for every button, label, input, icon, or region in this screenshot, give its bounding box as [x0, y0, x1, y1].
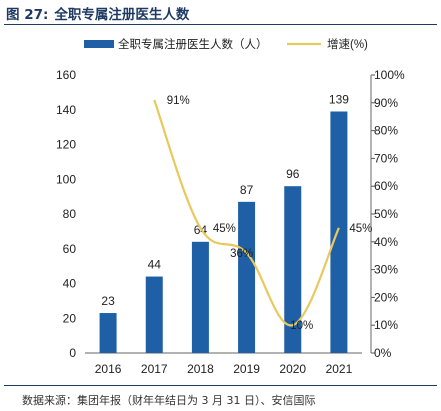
bar-data-label: 96: [286, 167, 300, 181]
legend-bar-swatch: [84, 40, 114, 48]
bar-data-label: 139: [329, 92, 349, 106]
y-right-tick-label: 100%: [374, 68, 405, 82]
y-right-tick-label: 90%: [374, 96, 398, 110]
bar: [191, 241, 209, 353]
y-left-tick-label: 60: [63, 242, 77, 256]
y-left-tick-label: 140: [56, 103, 76, 117]
y-left-tick-label: 100: [56, 172, 76, 186]
x-tick-label: 2020: [279, 362, 306, 376]
chart: 0 20 40 60 80 100 120 140 160 0% 10% 20% 30% 40% 50% 60…: [56, 37, 405, 376]
line-data-label: 36%: [230, 248, 253, 260]
figure-title: 图 27: 全职专属注册医生人数: [6, 3, 189, 23]
line-data-label: 10%: [290, 320, 313, 332]
figure-number: 图 27:: [6, 7, 49, 23]
y-left-tick-label: 20: [63, 311, 77, 325]
bar: [99, 313, 117, 353]
y-right-tick-label: 30%: [374, 263, 398, 277]
source-rule: [4, 385, 437, 386]
bar: [238, 201, 256, 353]
y-left-tick-label: 160: [56, 68, 76, 82]
legend-line-label: 增速(%): [327, 37, 368, 51]
y-right-tick-label: 60%: [374, 179, 398, 193]
y-left-tick-label: 40: [63, 277, 77, 291]
title-rule: [4, 24, 437, 25]
bar: [330, 111, 348, 353]
bar-data-label: 23: [101, 294, 115, 308]
growth-line: [153, 99, 340, 327]
x-tick-label: 2018: [187, 362, 214, 376]
figure-title-text: 全职专属注册医生人数: [54, 7, 190, 23]
x-tick-label: 2019: [233, 362, 260, 376]
y-left-tick-label: 120: [56, 138, 76, 152]
bar-data-label: 44: [148, 258, 162, 272]
legend-bar-label: 全职专属注册医生人数（人）: [118, 37, 268, 51]
x-tick-label: 2017: [141, 362, 168, 376]
line-data-label: 91%: [167, 95, 190, 107]
y-right-tick-label: 20%: [374, 290, 398, 304]
bar: [145, 276, 163, 353]
y-right-tick-label: 0%: [374, 346, 392, 360]
bar: [284, 186, 302, 353]
source-note: 数据来源：集团年报（财年年结日为 3 月 31 日）、安信国际: [22, 394, 316, 407]
y-left-tick-label: 80: [63, 207, 77, 221]
bar-data-label: 87: [240, 183, 254, 197]
x-tick-label: 2021: [326, 362, 353, 376]
line-data-label: 45%: [213, 223, 236, 235]
y-right-tick-label: 10%: [374, 318, 398, 332]
line-data-label: 45%: [349, 223, 372, 235]
x-tick-label: 2016: [95, 362, 122, 376]
y-right-tick-label: 70%: [374, 151, 398, 165]
y-right-tick-label: 40%: [374, 235, 398, 249]
y-right-tick-label: 80%: [374, 124, 398, 138]
y-right-tick-label: 50%: [374, 207, 398, 221]
y-left-tick-label: 0: [69, 346, 76, 360]
